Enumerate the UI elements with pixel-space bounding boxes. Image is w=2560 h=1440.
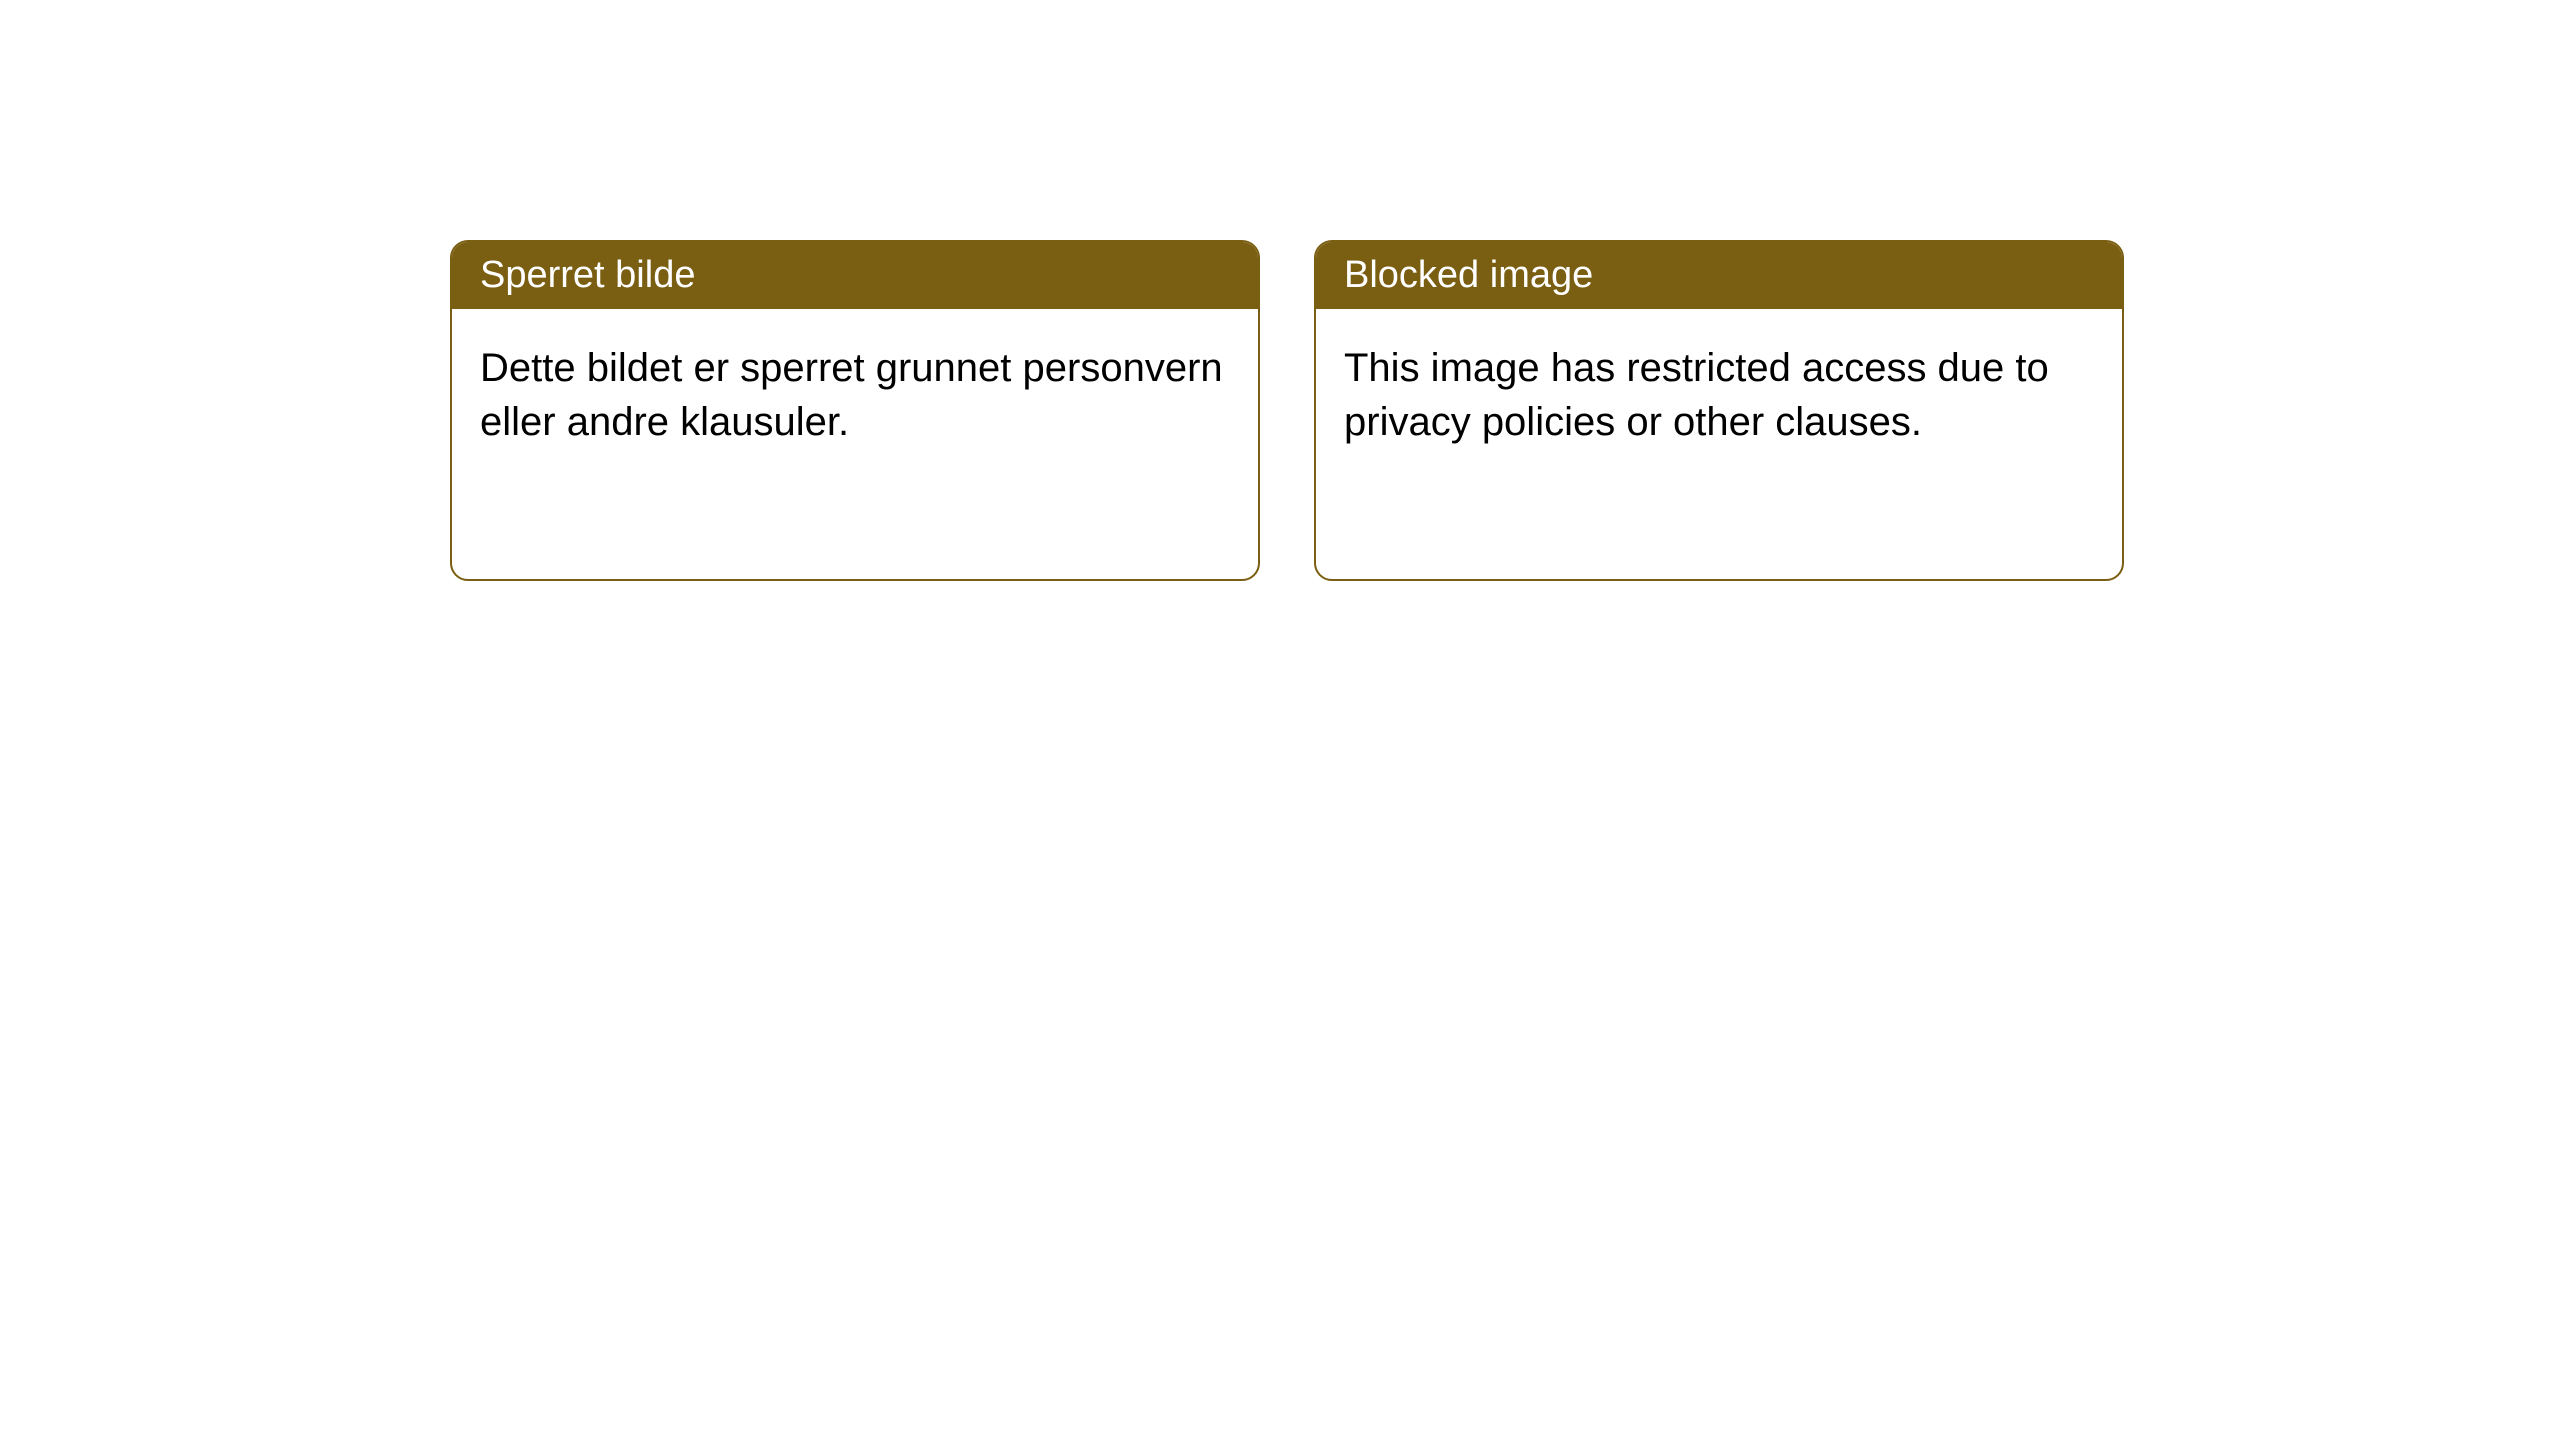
card-header-title: Blocked image — [1344, 254, 1593, 296]
card-body-no: Dette bildet er sperret grunnet personve… — [452, 309, 1258, 579]
card-body-text: This image has restricted access due to … — [1344, 346, 2049, 444]
blocked-image-card-en: Blocked image This image has restricted … — [1314, 240, 2124, 581]
blocked-image-card-no: Sperret bilde Dette bildet er sperret gr… — [450, 240, 1260, 581]
cards-container: Sperret bilde Dette bildet er sperret gr… — [0, 0, 2560, 581]
card-header-en: Blocked image — [1316, 242, 2122, 309]
card-body-text: Dette bildet er sperret grunnet personve… — [480, 346, 1223, 444]
card-header-no: Sperret bilde — [452, 242, 1258, 309]
card-header-title: Sperret bilde — [480, 254, 695, 296]
card-body-en: This image has restricted access due to … — [1316, 309, 2122, 579]
